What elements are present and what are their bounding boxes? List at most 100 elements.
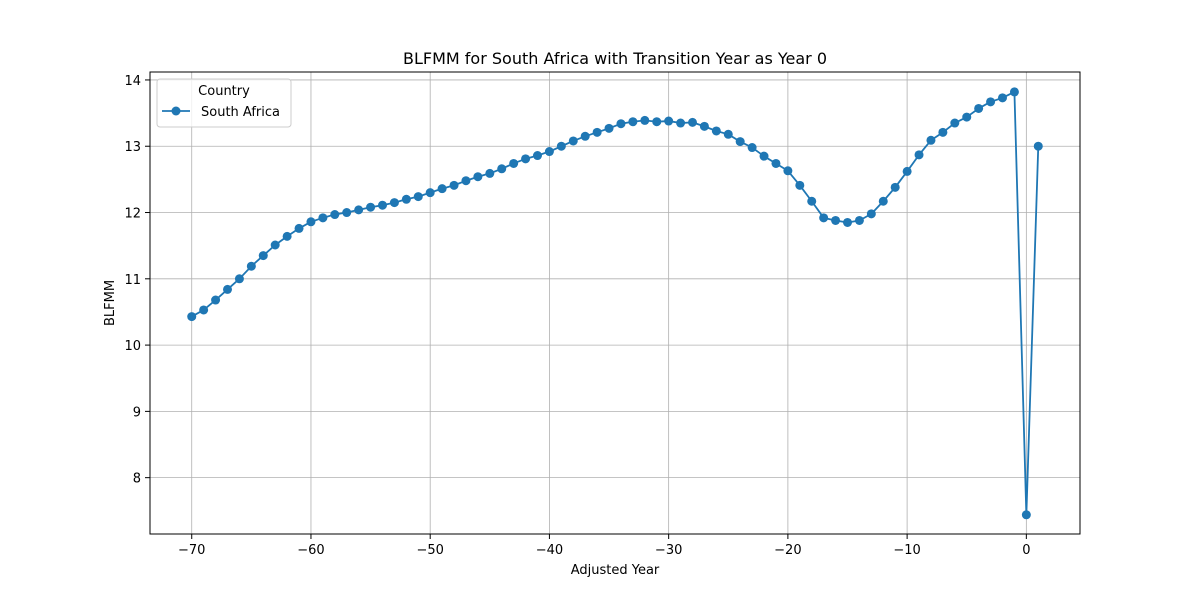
data-point <box>616 119 626 129</box>
y-tick-label: 8 <box>133 472 141 487</box>
data-point <box>461 176 471 186</box>
data-point <box>533 151 542 161</box>
data-point <box>223 284 232 294</box>
data-point <box>890 182 900 192</box>
data-point <box>425 188 435 198</box>
data-point <box>187 312 197 322</box>
data-point <box>366 202 376 212</box>
data-point <box>246 261 256 271</box>
data-point <box>294 223 304 233</box>
chart-title: BLFMM for South Africa with Transition Y… <box>403 49 827 68</box>
data-point <box>378 200 387 210</box>
data-point <box>676 118 686 128</box>
data-point <box>521 154 531 164</box>
data-point <box>711 126 721 136</box>
data-point <box>437 184 447 194</box>
data-point <box>568 136 578 146</box>
data-point <box>473 172 483 182</box>
data-point <box>854 215 864 225</box>
data-point <box>449 180 459 190</box>
data-point <box>819 213 829 223</box>
data-point <box>759 151 769 161</box>
x-tick-label: −70 <box>178 543 205 558</box>
x-tick-label: 0 <box>1022 543 1030 558</box>
data-point <box>974 103 984 113</box>
data-point <box>843 217 852 227</box>
tick-layer: −70 −60 −50 −40 −30 −20 −10 0 8 9 10 11 12 13 14 <box>124 74 1030 558</box>
data-point <box>986 97 996 107</box>
data-point <box>544 147 554 157</box>
y-axis-label: BLFMM <box>103 280 118 326</box>
data-point <box>783 166 793 176</box>
data-point <box>306 217 316 227</box>
data-point <box>580 131 590 141</box>
data-point <box>211 295 221 305</box>
data-point <box>998 93 1007 103</box>
x-tick-label: −30 <box>655 543 682 558</box>
data-point <box>401 194 411 204</box>
x-tick-label: −20 <box>774 543 801 558</box>
x-tick-label: −60 <box>297 543 324 558</box>
data-point <box>914 150 924 160</box>
data-point <box>926 135 936 145</box>
data-point <box>902 166 912 176</box>
data-point <box>950 118 960 128</box>
data-point <box>831 215 841 225</box>
data-point <box>688 117 697 127</box>
series-layer <box>187 87 1043 520</box>
data-point <box>592 127 602 137</box>
data-point <box>735 137 745 147</box>
plot-frame <box>149 71 1081 535</box>
y-tick-label: 10 <box>124 339 141 354</box>
data-point <box>664 116 674 126</box>
data-point <box>389 198 399 208</box>
data-point <box>807 196 817 206</box>
x-axis-label: Adjusted Year <box>571 563 660 578</box>
data-point <box>699 121 709 131</box>
legend-series-label: South Africa <box>201 105 280 120</box>
data-point <box>640 115 650 125</box>
data-point <box>1021 510 1031 520</box>
data-point <box>795 180 805 190</box>
data-point <box>938 127 948 137</box>
data-point <box>413 192 423 202</box>
data-point <box>604 123 614 133</box>
y-tick-label: 9 <box>133 405 141 420</box>
data-point <box>509 158 519 168</box>
x-tick-label: −10 <box>893 543 920 558</box>
data-point <box>282 231 292 241</box>
data-point <box>723 129 733 139</box>
x-tick-label: −40 <box>536 543 563 558</box>
data-point <box>866 209 876 219</box>
data-point <box>1033 141 1043 151</box>
data-point <box>878 196 888 206</box>
data-point <box>652 117 662 127</box>
data-point <box>199 305 209 315</box>
data-point <box>342 208 352 218</box>
data-point <box>628 117 638 127</box>
y-tick-label: 13 <box>124 140 141 155</box>
data-point <box>234 274 244 284</box>
x-tick-label: −50 <box>416 543 443 558</box>
data-point <box>556 141 566 151</box>
data-point <box>771 158 781 168</box>
data-point <box>354 205 364 215</box>
y-tick-label: 14 <box>124 74 141 89</box>
data-point <box>330 210 340 220</box>
legend: Country South Africa <box>156 78 292 128</box>
legend-box <box>156 78 292 128</box>
data-point <box>270 240 280 250</box>
legend-title: Country <box>198 84 250 99</box>
data-point <box>962 112 972 122</box>
grid-layer <box>150 72 1080 534</box>
data-point <box>318 213 328 223</box>
data-point <box>258 251 268 261</box>
y-tick-label: 11 <box>124 273 141 288</box>
legend-marker-swatch <box>171 106 181 116</box>
y-tick-label: 12 <box>124 207 141 222</box>
data-point <box>485 168 495 178</box>
data-point <box>747 143 757 153</box>
data-point <box>1009 87 1019 97</box>
data-point <box>497 164 507 174</box>
